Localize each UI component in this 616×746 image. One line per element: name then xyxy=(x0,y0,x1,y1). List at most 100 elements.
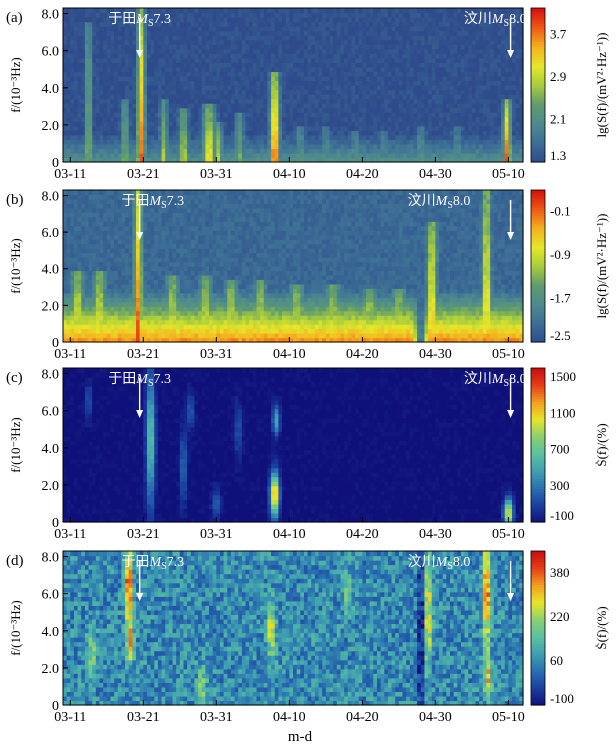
heatmap-cell xyxy=(81,328,86,334)
colorbar-title: lg(S(f)/(mV²·Hz⁻¹)) xyxy=(594,33,609,138)
heatmap-cell xyxy=(70,57,75,63)
heatmap-cell xyxy=(128,94,133,100)
heatmap-cell xyxy=(227,103,232,109)
heatmap-cell xyxy=(373,75,378,82)
heatmap-cell xyxy=(380,35,385,41)
heatmap-cell xyxy=(446,66,451,73)
heatmap-cell xyxy=(161,85,166,91)
heatmap-cell xyxy=(95,333,101,339)
heatmap-cell xyxy=(157,35,163,41)
heatmap-cell xyxy=(453,80,458,86)
heatmap-cell xyxy=(376,116,382,122)
heatmap-cell xyxy=(289,8,294,14)
heatmap-cell xyxy=(369,148,374,154)
heatmap-cell xyxy=(66,21,71,27)
heatmap-cell xyxy=(293,8,298,14)
heatmap-cell xyxy=(464,143,469,150)
heatmap-cell xyxy=(278,80,283,86)
heatmap-cell xyxy=(362,103,367,109)
heatmap-cell xyxy=(106,103,112,109)
heatmap-cell xyxy=(190,75,196,82)
heatmap-cell xyxy=(439,71,444,77)
heatmap-cell xyxy=(296,125,301,131)
heatmap-cell xyxy=(88,116,93,122)
heatmap-cell xyxy=(501,152,506,159)
heatmap-cell xyxy=(457,66,462,73)
heatmap-cell xyxy=(318,75,323,82)
heatmap-cell xyxy=(187,35,192,41)
heatmap-cell xyxy=(110,292,115,298)
heatmap-cell xyxy=(84,243,90,249)
heatmap-cell xyxy=(322,152,327,159)
heatmap-cell xyxy=(99,292,104,298)
heatmap-cell xyxy=(442,157,447,163)
heatmap-cell xyxy=(453,39,458,45)
heatmap-cell xyxy=(106,26,112,32)
heatmap-cell xyxy=(252,53,258,59)
heatmap-cell xyxy=(77,194,82,200)
heatmap-cell xyxy=(73,279,79,285)
heatmap-cell xyxy=(132,125,137,131)
heatmap-cell xyxy=(325,80,331,86)
heatmap-cell xyxy=(110,315,115,321)
heatmap-cell xyxy=(358,53,363,59)
heatmap-cell xyxy=(274,53,279,59)
heatmap-cell xyxy=(300,44,305,50)
heatmap-cell xyxy=(387,148,393,154)
heatmap-cell xyxy=(227,107,232,113)
heatmap-cell xyxy=(380,44,385,50)
heatmap-cell xyxy=(439,39,444,45)
heatmap-cell xyxy=(468,134,473,140)
heatmap-cell xyxy=(479,98,484,104)
heatmap-cell xyxy=(512,112,517,118)
heatmap-cell xyxy=(161,44,166,50)
heatmap-cell xyxy=(482,89,488,95)
heatmap-cell xyxy=(471,48,477,54)
heatmap-cell xyxy=(267,26,272,32)
heatmap-cell xyxy=(194,12,199,18)
heatmap-cell xyxy=(340,21,345,27)
heatmap-cell xyxy=(493,71,499,77)
heatmap-cell xyxy=(497,134,502,140)
heatmap-cell xyxy=(358,12,363,18)
heatmap-cell xyxy=(300,112,305,118)
heatmap-cell xyxy=(366,130,371,136)
heatmap-cell xyxy=(395,157,400,163)
heatmap-cell xyxy=(387,26,393,32)
heatmap-cell xyxy=(183,17,188,23)
colorbar-swatch xyxy=(531,146,545,150)
heatmap-cell xyxy=(391,152,396,159)
heatmap-cell xyxy=(230,39,236,45)
heatmap-cell xyxy=(347,12,353,18)
heatmap-cell xyxy=(267,103,272,109)
heatmap-cell xyxy=(406,8,411,14)
heatmap-cell xyxy=(351,116,356,122)
heatmap-cell xyxy=(344,157,349,163)
heatmap-cell xyxy=(146,103,152,109)
heatmap-cell xyxy=(501,103,506,109)
heatmap-cell xyxy=(194,39,199,45)
heatmap-cell xyxy=(464,130,469,136)
heatmap-cell xyxy=(260,148,265,154)
heatmap-cell xyxy=(219,116,225,122)
heatmap-cell xyxy=(457,143,462,150)
heatmap-cell xyxy=(70,292,75,298)
heatmap-cell xyxy=(490,112,495,118)
heatmap-cell xyxy=(157,8,163,14)
heatmap-cell xyxy=(117,225,123,231)
heatmap-cell xyxy=(325,94,331,100)
heatmap-cell xyxy=(311,26,316,32)
heatmap-cell xyxy=(252,8,258,14)
heatmap-cell xyxy=(70,297,75,303)
heatmap-cell xyxy=(289,21,294,27)
heatmap-cell xyxy=(409,48,415,54)
heatmap-cell xyxy=(92,62,97,68)
heatmap-cell xyxy=(194,66,199,73)
heatmap-cell xyxy=(471,26,477,32)
heatmap-cell xyxy=(143,39,148,45)
heatmap-cell xyxy=(490,48,495,54)
heatmap-cell xyxy=(125,148,130,154)
heatmap-cell xyxy=(143,48,148,54)
heatmap-cell xyxy=(73,17,79,23)
heatmap-cell xyxy=(303,8,309,14)
